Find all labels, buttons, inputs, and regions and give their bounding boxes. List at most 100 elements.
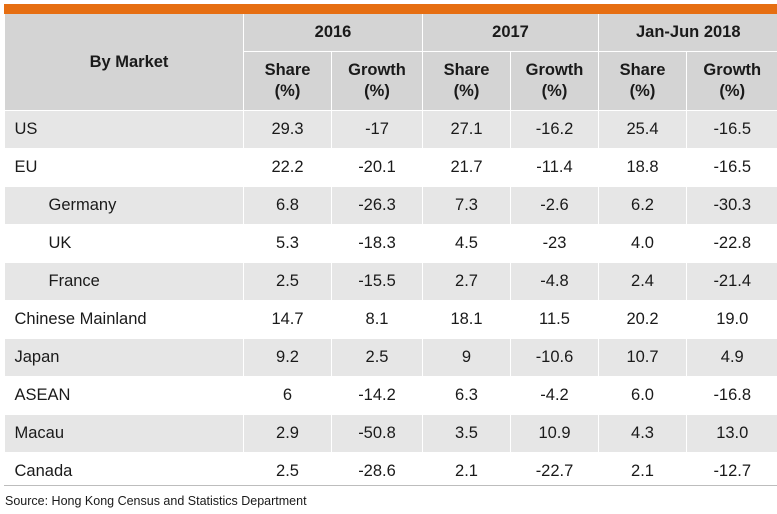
header-row-periods: By Market 2016 2017 Jan-Jun 2018 (4, 14, 777, 111)
source-note: Source: Hong Kong Census and Statistics … (5, 494, 307, 508)
period-header-2017: 2017 (422, 14, 599, 52)
share-2017: 21.7 (422, 148, 511, 187)
share-2016: 22.2 (243, 148, 332, 187)
share-2018: 25.4 (598, 110, 687, 149)
table-row-us: US 29.3 -17 27.1 -16.2 25.4 -16.5 (4, 110, 777, 149)
growth-2017: -2.6 (510, 186, 599, 225)
share-2016: 2.5 (243, 452, 332, 490)
share-2016: 2.9 (243, 414, 332, 453)
share-2017: 3.5 (422, 414, 511, 453)
share-2017: 18.1 (422, 300, 511, 339)
header-row-metrics: Share (%) Growth (%) Share (%) Growth (%) Sh… (5, 51, 777, 111)
share-2016: 9.2 (243, 338, 332, 377)
growth-2018: -16.8 (686, 376, 777, 415)
market-name: US (4, 110, 244, 149)
growth-2016: -28.6 (331, 452, 423, 490)
share-2018: 20.2 (598, 300, 687, 339)
share-2018: 4.0 (598, 224, 687, 263)
share-2018: 4.3 (598, 414, 687, 453)
share-label: Share (619, 61, 666, 79)
growth-2018: 4.9 (686, 338, 777, 377)
growth-2017: -4.2 (510, 376, 599, 415)
growth-2016: -26.3 (331, 186, 423, 225)
table-row-japan: Japan 9.2 2.5 9 -10.6 10.7 4.9 (4, 338, 777, 377)
table-row-asean: ASEAN 6 -14.2 6.3 -4.2 6.0 -16.8 (4, 376, 777, 415)
share-2017: 6.3 (422, 376, 511, 415)
growth-2017: -4.8 (510, 262, 599, 301)
market-name: Germany (4, 186, 244, 225)
accent-bar (4, 4, 777, 14)
growth-2017: -16.2 (510, 110, 599, 149)
percent-unit: (%) (541, 82, 568, 100)
market-name: EU (4, 148, 244, 187)
growth-2017: 11.5 (510, 300, 599, 339)
market-name: Japan (4, 338, 244, 377)
share-2018: 18.8 (598, 148, 687, 187)
growth-2016: -14.2 (331, 376, 423, 415)
growth-header: Growth (%) (331, 51, 423, 111)
growth-2018: -16.5 (686, 110, 777, 149)
share-2017: 9 (422, 338, 511, 377)
share-2017: 2.1 (422, 452, 511, 490)
percent-unit: (%) (629, 82, 656, 100)
share-2018: 10.7 (598, 338, 687, 377)
market-name: Macau (4, 414, 244, 453)
share-2016: 5.3 (243, 224, 332, 263)
period-header-jan-jun-2018: Jan-Jun 2018 (598, 14, 777, 52)
table-row-canada: Canada 2.5 -28.6 2.1 -22.7 2.1 -12.7 (4, 452, 777, 490)
share-label: Share (264, 61, 311, 79)
growth-2018: -30.3 (686, 186, 777, 225)
growth-2017: -10.6 (510, 338, 599, 377)
share-2016: 29.3 (243, 110, 332, 149)
share-label: Share (443, 61, 490, 79)
market-share-table: By Market 2016 2017 Jan-Jun 2018 Share (%… (4, 14, 777, 490)
growth-2016: -18.3 (331, 224, 423, 263)
growth-2017: 10.9 (510, 414, 599, 453)
growth-label: Growth (348, 61, 406, 79)
growth-2017: -22.7 (510, 452, 599, 490)
table-row-macau: Macau 2.9 -50.8 3.5 10.9 4.3 13.0 (4, 414, 777, 453)
market-name: Chinese Mainland (4, 300, 244, 339)
share-2016: 6.8 (243, 186, 332, 225)
market-name: ASEAN (4, 376, 244, 415)
growth-2016: -15.5 (331, 262, 423, 301)
share-2018: 2.4 (598, 262, 687, 301)
growth-label: Growth (525, 61, 584, 79)
share-header: Share (%) (598, 51, 687, 111)
table-bottom-divider (4, 485, 777, 486)
percent-unit: (%) (453, 82, 480, 100)
share-2017: 2.7 (422, 262, 511, 301)
share-2016: 14.7 (243, 300, 332, 339)
share-2017: 4.5 (422, 224, 511, 263)
growth-2018: -12.7 (686, 452, 777, 490)
market-name: Canada (4, 452, 244, 490)
by-market-header: By Market (4, 14, 244, 111)
share-2017: 7.3 (422, 186, 511, 225)
growth-2018: -22.8 (686, 224, 777, 263)
share-header: Share (%) (422, 51, 511, 111)
growth-2018: 19.0 (686, 300, 777, 339)
table-row-france: France 2.5 -15.5 2.7 -4.8 2.4 -21.4 (4, 262, 777, 301)
market-name: UK (4, 224, 244, 263)
growth-2017: -23 (510, 224, 599, 263)
growth-2017: -11.4 (510, 148, 599, 187)
growth-2016: -20.1 (331, 148, 423, 187)
share-2017: 27.1 (422, 110, 511, 149)
growth-2018: -16.5 (686, 148, 777, 187)
growth-2018: 13.0 (686, 414, 777, 453)
share-2018: 6.2 (598, 186, 687, 225)
growth-label: Growth (703, 61, 762, 79)
table-row-chinese-mainland: Chinese Mainland 14.7 8.1 18.1 11.5 20.2… (4, 300, 777, 339)
growth-2016: -50.8 (331, 414, 423, 453)
percent-unit: (%) (274, 82, 301, 100)
percent-unit: (%) (364, 82, 390, 100)
share-2016: 6 (243, 376, 332, 415)
share-header: Share (%) (243, 51, 332, 111)
market-name: France (4, 262, 244, 301)
share-2018: 2.1 (598, 452, 687, 490)
growth-2016: 2.5 (331, 338, 423, 377)
growth-header: Growth (%) (686, 51, 777, 111)
table-row-uk: UK 5.3 -18.3 4.5 -23 4.0 -22.8 (4, 224, 777, 263)
growth-2016: 8.1 (331, 300, 423, 339)
growth-2018: -21.4 (686, 262, 777, 301)
